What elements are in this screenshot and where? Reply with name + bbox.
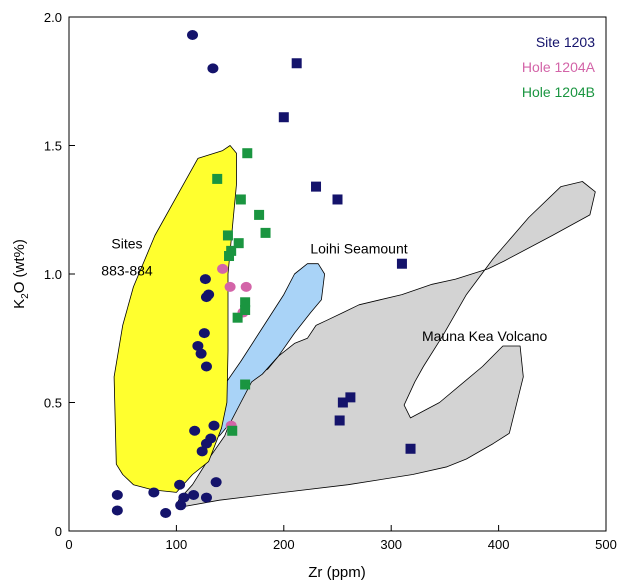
data-point-circle: [160, 508, 172, 519]
data-point-circle: [217, 263, 229, 274]
data-point-square: [260, 227, 271, 238]
data-point-square: [405, 443, 416, 454]
y-axis-label-tail: O (wt%): [11, 239, 28, 293]
data-point-square: [212, 173, 223, 184]
y-tick-label: 1.0: [44, 267, 62, 282]
legend-entry: Site 1203: [536, 34, 595, 50]
x-tick-label: 200: [273, 537, 295, 552]
region-label: Loihi Seamount: [310, 240, 407, 256]
data-point-circle: [196, 446, 208, 457]
data-point-circle: [200, 292, 212, 303]
data-point-square: [337, 397, 348, 408]
data-point-circle: [174, 479, 186, 490]
x-axis-label: Zr (ppm): [308, 564, 366, 581]
data-point-circle: [207, 63, 219, 74]
data-point-square: [254, 209, 265, 220]
region-label: 883-884: [101, 262, 153, 278]
y-tick-label: 0: [55, 524, 62, 539]
data-point-square: [235, 194, 246, 205]
x-tick-label: 500: [595, 537, 617, 552]
data-point-circle: [148, 487, 160, 498]
y-axis-label-subscript: 2: [20, 293, 31, 299]
data-point-square: [232, 312, 243, 323]
y-tick-label: 1.5: [44, 139, 62, 154]
data-point-circle: [187, 29, 199, 40]
region-label: Mauna Kea Volcano: [422, 328, 548, 344]
data-point-circle: [195, 348, 207, 359]
data-point-square: [224, 251, 235, 262]
data-point-circle: [188, 490, 200, 501]
data-point-square: [311, 181, 322, 192]
y-axis-label-main: K: [11, 299, 28, 309]
data-point-square: [242, 148, 253, 159]
x-tick-label: 0: [65, 537, 72, 552]
y-tick-label: 2.0: [44, 10, 62, 25]
data-point-circle: [208, 420, 220, 431]
data-point-circle: [189, 425, 201, 436]
region-label: Sites: [111, 235, 142, 251]
data-point-circle: [199, 274, 211, 285]
data-point-square: [334, 415, 345, 426]
y-tick-label: 0.5: [44, 396, 62, 411]
data-point-square: [240, 304, 251, 315]
x-tick-label: 300: [380, 537, 402, 552]
data-point-square: [240, 379, 251, 390]
legend-entry: Hole 1204A: [522, 59, 596, 75]
data-point-square: [278, 112, 289, 123]
data-point-square: [396, 258, 407, 269]
data-point-circle: [224, 281, 236, 292]
region-loihi: [202, 263, 326, 439]
legend: Site 1203 Hole 1204A Hole 1204B: [522, 34, 596, 100]
ticks-layer: 0 100 200 300 400 500 0 0.5 1.0 1.5 2.0: [44, 10, 617, 552]
data-point-circle: [200, 361, 212, 372]
data-point-circle: [178, 492, 190, 503]
data-point-circle: [210, 477, 222, 488]
data-point-circle: [240, 281, 252, 292]
data-point-square: [345, 392, 356, 403]
data-point-circle: [200, 492, 212, 503]
data-point-square: [222, 230, 233, 241]
data-point-square: [332, 194, 343, 205]
data-point-circle: [198, 328, 210, 339]
data-point-circle: [192, 340, 204, 351]
data-point-square: [233, 238, 244, 249]
data-point-circle: [175, 500, 187, 511]
legend-entry: Hole 1204B: [522, 84, 595, 100]
data-point-square: [240, 297, 251, 308]
data-point-circle: [200, 438, 212, 449]
x-tick-label: 400: [488, 537, 510, 552]
data-point-square: [226, 245, 237, 256]
y-axis-label: K2O (wt%): [11, 239, 31, 309]
data-point-square: [227, 425, 238, 436]
labels-layer: Zr (ppm) K2O (wt%) Loihi Seamount Mauna K…: [11, 235, 548, 581]
x-tick-label: 100: [166, 537, 188, 552]
data-point-circle: [111, 505, 123, 516]
regions-layer: [113, 145, 596, 509]
points-layer: [111, 29, 416, 519]
data-point-square: [291, 58, 302, 69]
region-mauna-kea: [175, 181, 596, 509]
data-point-circle: [111, 490, 123, 501]
region-sites-883-884: [113, 145, 237, 493]
